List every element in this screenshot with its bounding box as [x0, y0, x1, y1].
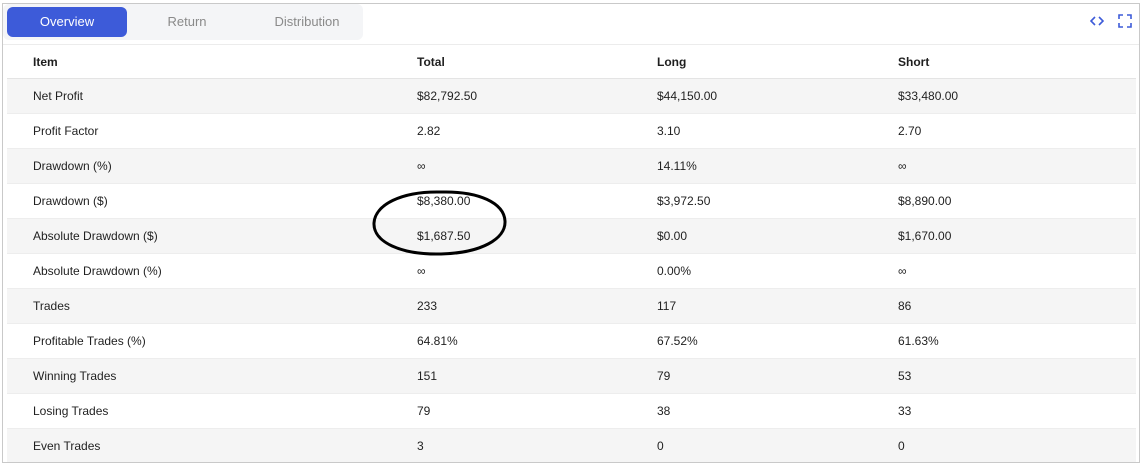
- total-value: $8,380.00: [417, 194, 471, 208]
- row-label: Absolute Drawdown (%): [33, 264, 162, 278]
- column-header-long: Long: [657, 54, 687, 69]
- short-value: ∞: [898, 159, 907, 173]
- total-value: 79: [417, 404, 431, 418]
- short-value: 0: [898, 439, 905, 453]
- total-value: 64.81%: [417, 334, 458, 348]
- row-label: Profitable Trades (%): [33, 334, 146, 348]
- short-value: 61.63%: [898, 334, 939, 348]
- table-row: Even Trades 3 0 0: [7, 429, 1136, 462]
- row-label: Drawdown ($): [33, 194, 108, 208]
- table-row: Trades 233 117 86: [7, 289, 1136, 324]
- tab-group: Overview Return Distribution: [3, 4, 363, 40]
- total-value: ∞: [417, 264, 426, 278]
- tab-overview[interactable]: Overview: [7, 7, 127, 37]
- table-row: Winning Trades 151 79 53: [7, 359, 1136, 394]
- row-label: Profit Factor: [33, 124, 99, 138]
- total-value: 233: [417, 299, 438, 313]
- tab-bar: Overview Return Distribution: [3, 4, 1139, 45]
- column-header-item: Item: [33, 54, 58, 69]
- table-header: Item Total Long Short: [7, 45, 1136, 79]
- table-row: Profit Factor 2.82 3.10 2.70: [7, 114, 1136, 149]
- row-label: Absolute Drawdown ($): [33, 229, 158, 243]
- total-value: $1,687.50: [417, 229, 471, 243]
- table-row: Absolute Drawdown (%) ∞ 0.00% ∞: [7, 254, 1136, 289]
- short-value: $33,480.00: [898, 89, 959, 103]
- long-value: 79: [657, 369, 671, 383]
- long-value: 0: [657, 439, 664, 453]
- row-label: Winning Trades: [33, 369, 117, 383]
- total-value: 151: [417, 369, 438, 383]
- long-value: 3.10: [657, 124, 681, 138]
- code-icon[interactable]: [1090, 14, 1104, 28]
- table-row: Net Profit $82,792.50 $44,150.00 $33,480…: [7, 79, 1136, 114]
- row-label: Even Trades: [33, 439, 101, 453]
- long-value: $3,972.50: [657, 194, 711, 208]
- table-row: Drawdown (%) ∞ 14.11% ∞: [7, 149, 1136, 184]
- long-value: 0.00%: [657, 264, 692, 278]
- short-value: 2.70: [898, 124, 922, 138]
- row-label: Net Profit: [33, 89, 84, 103]
- short-value: 86: [898, 299, 912, 313]
- tab-return[interactable]: Return: [167, 14, 207, 29]
- expand-icon[interactable]: [1118, 14, 1132, 28]
- total-value: 3: [417, 439, 424, 453]
- long-value: $44,150.00: [657, 89, 718, 103]
- table-row: Absolute Drawdown ($) $1,687.50 $0.00 $1…: [7, 219, 1136, 254]
- report-panel: Overview Return Distribution Item Total …: [2, 3, 1140, 463]
- long-value: 14.11%: [657, 159, 697, 173]
- column-header-short: Short: [898, 54, 930, 69]
- short-value: 53: [898, 369, 912, 383]
- long-value: 117: [657, 299, 677, 313]
- total-value: 2.82: [417, 124, 441, 138]
- short-value: $8,890.00: [898, 194, 952, 208]
- statistics-table: Item Total Long Short Net Profit $82,792…: [7, 45, 1136, 462]
- table-row: Profitable Trades (%) 64.81% 67.52% 61.6…: [7, 324, 1136, 359]
- long-value: 67.52%: [657, 334, 698, 348]
- short-value: $1,670.00: [898, 229, 952, 243]
- total-value: ∞: [417, 159, 426, 173]
- table-row: Drawdown ($) $8,380.00 $3,972.50 $8,890.…: [7, 184, 1136, 219]
- total-value: $82,792.50: [417, 89, 478, 103]
- row-label: Losing Trades: [33, 404, 109, 418]
- long-value: $0.00: [657, 229, 688, 243]
- row-label: Trades: [33, 299, 70, 313]
- short-value: 33: [898, 404, 912, 418]
- long-value: 38: [657, 404, 671, 418]
- short-value: ∞: [898, 264, 907, 278]
- table-row: Losing Trades 79 38 33: [7, 394, 1136, 429]
- row-label: Drawdown (%): [33, 159, 112, 173]
- tab-distribution[interactable]: Distribution: [274, 14, 340, 29]
- column-header-total: Total: [417, 54, 445, 69]
